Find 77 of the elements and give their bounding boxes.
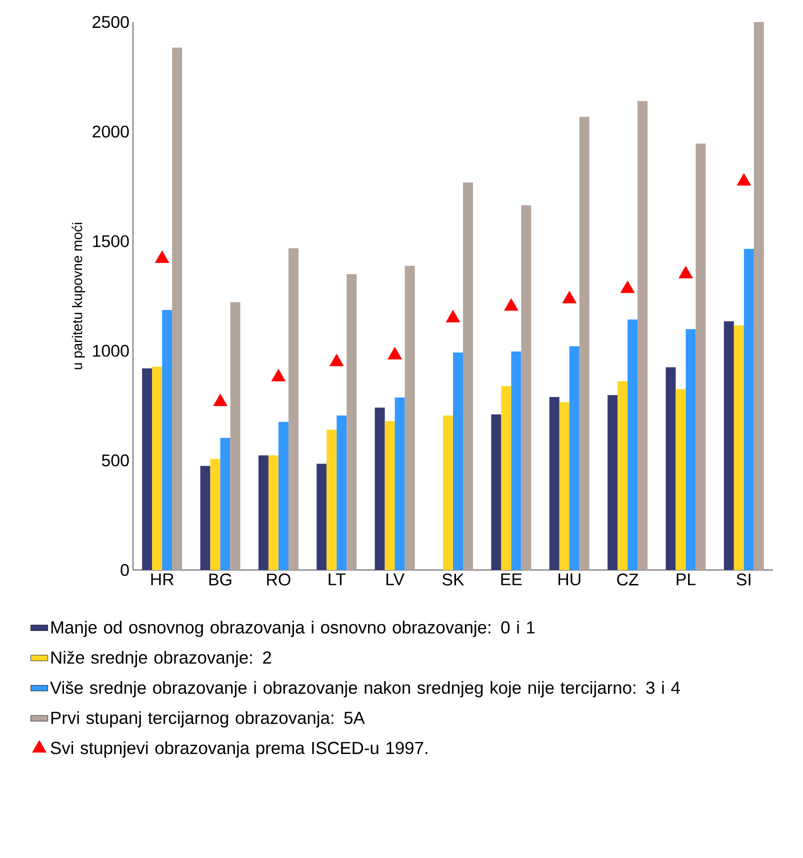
point xyxy=(271,368,286,382)
bar xyxy=(200,466,210,570)
x-tick-label: LV xyxy=(386,574,404,586)
y-tick-label: 500 xyxy=(102,454,129,466)
bar xyxy=(754,22,764,570)
bar xyxy=(346,274,357,570)
bar xyxy=(463,182,474,570)
bar xyxy=(230,302,240,570)
bar xyxy=(152,366,162,570)
x-tick-label: CZ xyxy=(617,574,638,586)
point xyxy=(562,290,576,304)
y-tick-label: 1500 xyxy=(93,235,129,248)
point xyxy=(213,394,228,406)
bar xyxy=(258,455,268,570)
bar xyxy=(666,367,676,570)
point xyxy=(330,354,344,366)
point xyxy=(446,310,460,322)
point xyxy=(678,266,693,278)
bar xyxy=(268,455,278,570)
bar xyxy=(579,116,590,570)
bar xyxy=(374,408,385,570)
legend-label: Manje od osnovnog obrazovanja i osnovno obrazovanje: 0 i 1 xyxy=(51,620,535,638)
point xyxy=(736,173,752,186)
y-tick-label: 0 xyxy=(120,564,129,576)
legend-label: Niže srednje obrazovanje: 2 xyxy=(51,650,271,668)
point xyxy=(620,280,635,293)
x-tick-label: LT xyxy=(328,574,346,586)
bar xyxy=(220,438,230,570)
bar xyxy=(676,389,686,570)
bar xyxy=(326,430,337,570)
bar xyxy=(384,421,395,570)
bar xyxy=(618,381,628,570)
bar xyxy=(734,325,744,570)
x-tick-label: RO xyxy=(267,574,290,586)
bar xyxy=(569,346,580,570)
bar xyxy=(628,319,638,570)
bar xyxy=(278,422,288,570)
bar xyxy=(491,414,502,570)
bar xyxy=(501,386,512,570)
bar xyxy=(744,248,754,570)
bar xyxy=(443,415,454,570)
y-tick-label: 2500 xyxy=(92,16,129,28)
bar xyxy=(696,144,706,570)
x-tick-label: PL xyxy=(676,574,696,586)
bar xyxy=(608,395,618,570)
x-tick-label: SK xyxy=(442,574,464,586)
bar xyxy=(559,402,570,570)
y-axis-title: u paritetu kupovne moći xyxy=(72,222,85,370)
bar xyxy=(142,368,152,570)
point xyxy=(504,298,518,311)
bar xyxy=(724,321,734,570)
bar xyxy=(404,266,415,570)
bar xyxy=(453,352,464,570)
point xyxy=(154,250,170,263)
legend-label: Svi stupnjevi obrazovanja prema ISCED-u 1997. xyxy=(50,741,428,758)
bar xyxy=(511,351,522,570)
y-tick-label: 1000 xyxy=(93,344,129,357)
bar xyxy=(172,48,182,570)
point xyxy=(388,346,402,360)
bar xyxy=(394,397,405,570)
bar xyxy=(210,458,220,570)
bar xyxy=(162,310,172,570)
bar xyxy=(549,397,560,570)
x-tick-label: HU xyxy=(558,574,580,586)
y-tick-label: 2000 xyxy=(92,126,129,138)
x-tick-label: EE xyxy=(501,574,522,586)
bar xyxy=(521,205,532,570)
legend-label: Više srednje obrazovanje i obrazovanje nakon srednjeg koje nije tercijarno: 3 i 4 xyxy=(50,681,680,698)
x-tick-label: BG xyxy=(209,574,232,586)
legend-label: Prvi stupanj tercijarnog obrazovanja: 5A xyxy=(51,711,365,728)
x-tick-label: HR xyxy=(151,574,174,586)
x-tick-label: SI xyxy=(736,574,750,586)
bar xyxy=(686,329,696,570)
bar xyxy=(336,415,347,570)
bar xyxy=(638,101,648,570)
bar xyxy=(316,464,327,570)
bar xyxy=(288,248,298,570)
